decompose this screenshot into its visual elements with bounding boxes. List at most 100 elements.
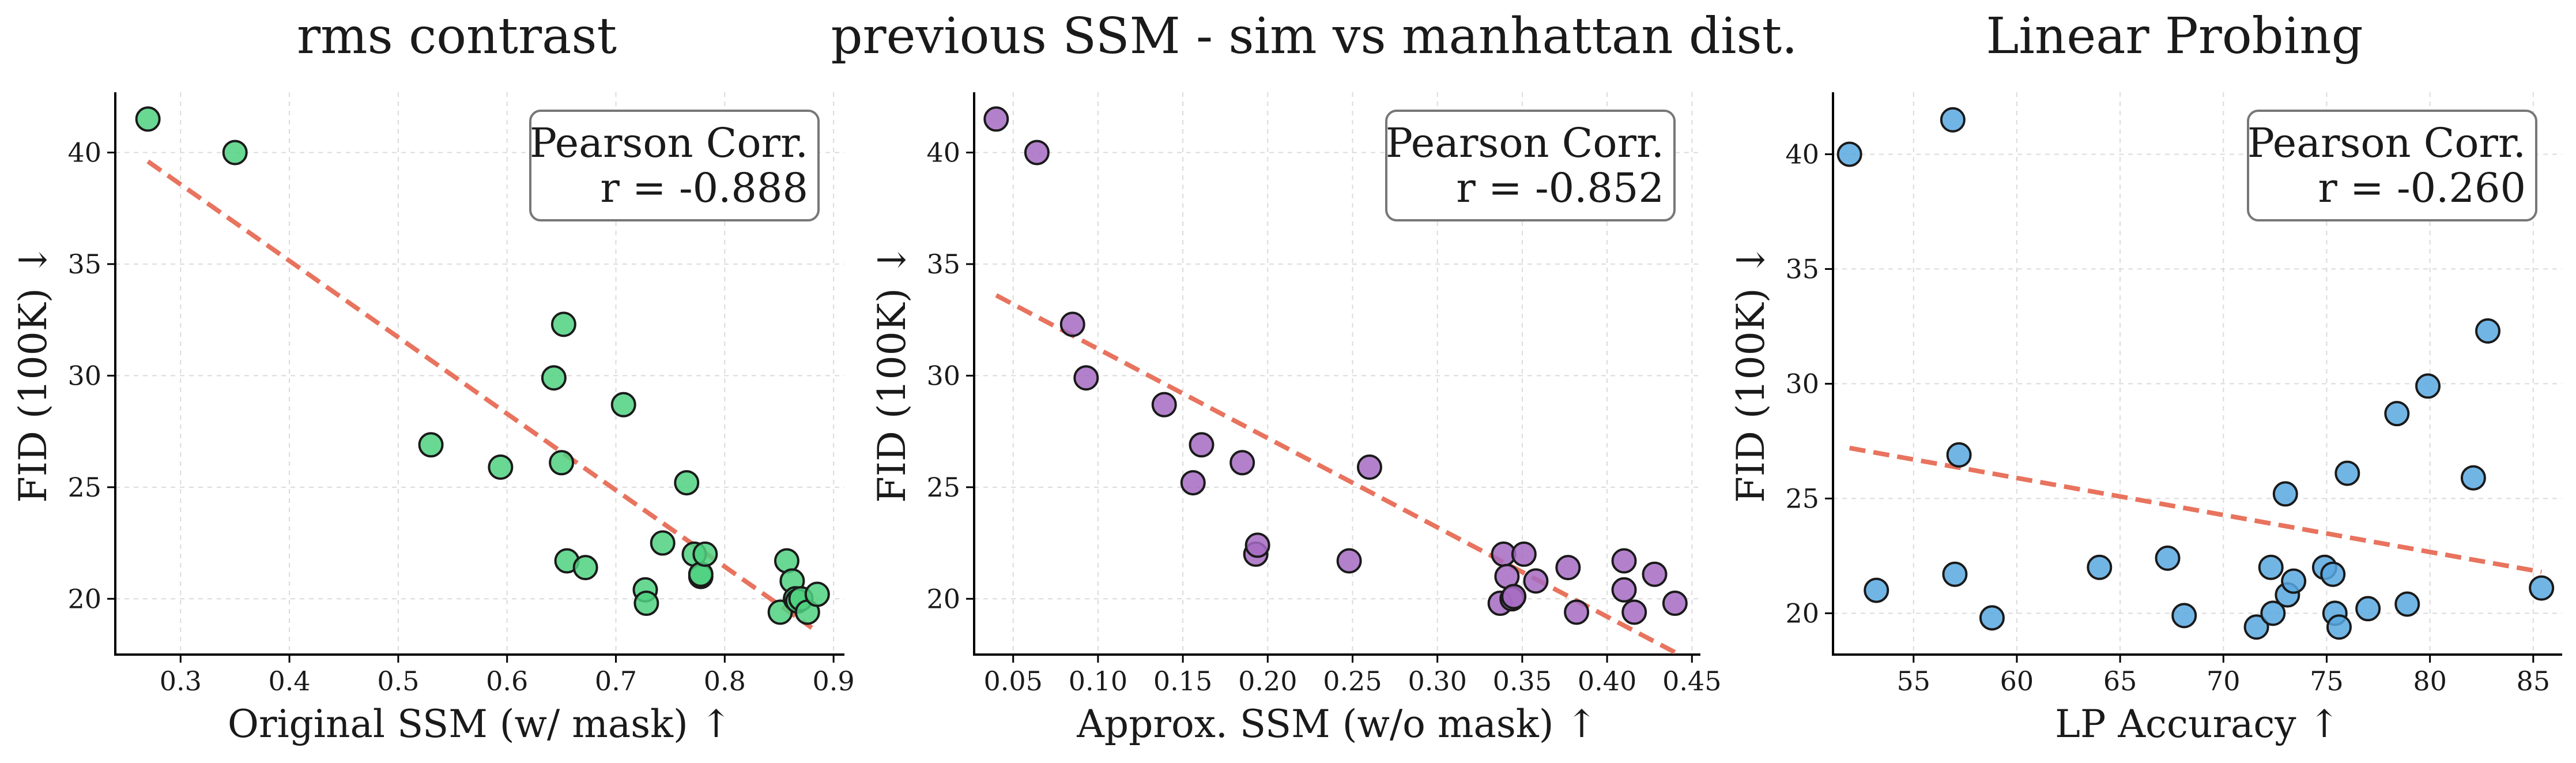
y-tick-label: 35 bbox=[926, 249, 960, 280]
x-tick-label: 80 bbox=[2413, 666, 2447, 697]
data-point bbox=[1059, 311, 1085, 337]
data-point bbox=[550, 311, 576, 337]
y-tick-label: 30 bbox=[1785, 368, 1819, 399]
x-tick-label: 0.3 bbox=[160, 666, 202, 697]
data-point bbox=[2384, 401, 2410, 427]
data-point bbox=[1229, 450, 1255, 476]
chart-panel-3: 55 60 65 70 75 80 85 20 25 30 35 40 Linear Probing LP… bbox=[1729, 7, 2562, 746]
data-point bbox=[2326, 614, 2352, 640]
data-point bbox=[2334, 460, 2360, 486]
data-point bbox=[1501, 584, 1527, 610]
data-point bbox=[983, 106, 1009, 132]
x-tick-label: 0.35 bbox=[1493, 666, 1552, 697]
data-point bbox=[2155, 545, 2181, 571]
data-point bbox=[1180, 470, 1206, 496]
annotation-heading: Pearson Corr. bbox=[2247, 119, 2526, 167]
y-tick-label: 20 bbox=[1785, 597, 1819, 629]
data-point bbox=[2475, 318, 2500, 344]
annotation-box bbox=[2247, 110, 2537, 221]
data-point bbox=[633, 591, 659, 617]
data-point bbox=[549, 450, 575, 476]
x-tick-label: 0.30 bbox=[1408, 666, 1466, 697]
data-point bbox=[541, 365, 567, 391]
data-point bbox=[2272, 481, 2298, 507]
data-point bbox=[572, 555, 598, 581]
data-point bbox=[488, 454, 514, 480]
x-tick-label: 0.5 bbox=[377, 666, 419, 697]
data-point bbox=[1073, 365, 1099, 391]
data-point bbox=[1189, 432, 1215, 458]
y-tick-label: 40 bbox=[926, 137, 960, 168]
x-tick-label: 85 bbox=[2517, 666, 2551, 697]
data-point bbox=[674, 470, 700, 496]
annotation-box bbox=[529, 110, 820, 221]
data-point bbox=[1511, 541, 1537, 567]
x-axis-label: Original SSM (w/ mask) ↑ bbox=[228, 702, 732, 746]
y-tick-label: 35 bbox=[67, 249, 101, 280]
data-point bbox=[2355, 596, 2381, 622]
x-tick-label: 0.15 bbox=[1153, 666, 1212, 697]
annotation-box bbox=[1385, 110, 1676, 221]
annotation-heading: Pearson Corr. bbox=[530, 119, 808, 167]
chart-panel-2: 0.05 0.10 0.15 0.20 0.25 0.30 0.35 0.40 0.45 20 25… bbox=[831, 7, 1797, 746]
x-tick-label: 0.40 bbox=[1578, 666, 1636, 697]
data-point bbox=[2320, 561, 2346, 587]
data-point bbox=[1564, 599, 1590, 625]
data-point bbox=[1244, 532, 1270, 558]
data-point bbox=[2394, 591, 2420, 617]
data-point bbox=[2529, 575, 2555, 601]
data-point bbox=[2243, 614, 2269, 640]
data-point bbox=[1336, 548, 1362, 574]
pearson-annotation: Pearson Corr.r = -0.260 bbox=[2247, 110, 2537, 221]
y-tick-label: 30 bbox=[926, 360, 960, 391]
data-point bbox=[1356, 454, 1382, 480]
y-tick-label: 20 bbox=[67, 583, 101, 614]
x-tick-label: 0.45 bbox=[1662, 666, 1721, 697]
regression-line bbox=[1849, 445, 2542, 574]
x-tick-label: 70 bbox=[2207, 666, 2241, 697]
y-tick-label: 25 bbox=[926, 472, 960, 503]
x-tick-label: 55 bbox=[1896, 666, 1930, 697]
data-point bbox=[2171, 603, 2197, 629]
pearson-annotation: Pearson Corr.r = -0.852 bbox=[1385, 110, 1676, 221]
x-tick-label: 75 bbox=[2310, 666, 2344, 697]
data-point bbox=[1942, 561, 1968, 587]
y-tick-label: 20 bbox=[926, 583, 960, 614]
x-axis-label: Approx. SSM (w/o mask) ↑ bbox=[1076, 702, 1597, 746]
x-tick-label: 0.10 bbox=[1069, 666, 1127, 697]
y-tick-label: 40 bbox=[67, 137, 101, 168]
data-point bbox=[2281, 568, 2307, 594]
pearson-annotation: Pearson Corr.r = -0.888 bbox=[529, 110, 820, 221]
data-point bbox=[1836, 141, 1862, 167]
data-point bbox=[1940, 107, 1966, 133]
chart-title: rms contrast bbox=[297, 7, 617, 65]
chart-panel-1: 0.3 0.4 0.5 0.6 0.7 0.8 0.9 20 25 30 35 40 rms contr… bbox=[11, 7, 855, 746]
data-point bbox=[1979, 605, 2005, 631]
data-point bbox=[2415, 373, 2441, 399]
x-tick-label: 60 bbox=[2000, 666, 2034, 697]
data-point bbox=[804, 581, 830, 607]
data-point bbox=[1642, 561, 1668, 587]
data-point bbox=[2260, 600, 2286, 626]
data-point bbox=[1864, 577, 1889, 603]
regression-line bbox=[146, 159, 813, 630]
y-axis-label: FID (100K) ↓ bbox=[870, 244, 914, 503]
data-point bbox=[418, 432, 444, 458]
data-point bbox=[1946, 442, 1972, 468]
x-tick-label: 0.4 bbox=[269, 666, 311, 697]
data-point bbox=[135, 106, 161, 132]
x-tick-label: 0.25 bbox=[1323, 666, 1382, 697]
y-tick-label: 25 bbox=[67, 472, 101, 503]
data-point bbox=[1662, 591, 1688, 617]
data-point bbox=[1611, 548, 1637, 574]
data-point bbox=[1621, 599, 1647, 625]
y-tick-label: 25 bbox=[1785, 483, 1819, 514]
chart-title: previous SSM - sim vs manhattan dist. bbox=[831, 7, 1797, 65]
data-point bbox=[222, 140, 248, 166]
x-axis-label: LP Accuracy ↑ bbox=[2055, 702, 2340, 746]
chart-title: Linear Probing bbox=[1986, 7, 2363, 65]
y-tick-label: 35 bbox=[1785, 253, 1819, 284]
data-point bbox=[650, 530, 676, 556]
data-point bbox=[1523, 568, 1549, 594]
